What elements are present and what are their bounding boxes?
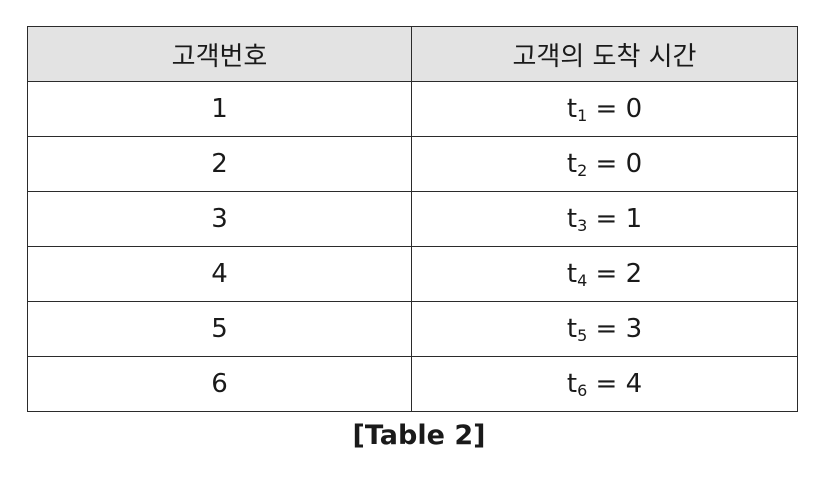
time-subscript: 4 [577,271,588,290]
time-value: 0 [625,94,643,124]
header-row: 고객번호 고객의 도착 시간 [27,26,798,82]
table-row: 3 t3 = 1 [27,191,798,247]
time-variable: t [566,369,578,399]
arrival-time-cell: t4 = 2 [411,246,798,302]
arrival-time-cell: t6 = 4 [411,356,798,412]
time-value: 4 [625,369,643,399]
table-caption: [Table 2] [352,420,486,451]
customer-number-cell: 2 [27,136,412,192]
arrival-time-cell: t1 = 0 [411,81,798,137]
time-value: 3 [625,314,643,344]
equals-sign: = [587,204,626,234]
time-variable: t [566,314,578,344]
customer-number-cell: 5 [27,301,412,357]
table-row: 4 t4 = 2 [27,246,798,302]
table-row: 5 t5 = 3 [27,301,798,357]
arrival-time-table: 고객번호 고객의 도착 시간 1 t1 = 0 2 t2 = 0 3 t3 = … [27,26,798,412]
equals-sign: = [587,149,626,179]
time-value: 1 [625,204,643,234]
time-variable: t [566,94,578,124]
customer-number-cell: 4 [27,246,412,302]
time-variable: t [566,204,578,234]
customer-number-cell: 6 [27,356,412,412]
header-arrival-time: 고객의 도착 시간 [411,26,798,82]
time-variable: t [566,259,578,289]
arrival-time-cell: t3 = 1 [411,191,798,247]
table-row: 2 t2 = 0 [27,136,798,192]
table-row: 6 t6 = 4 [27,356,798,412]
header-customer-number: 고객번호 [27,26,412,82]
equals-sign: = [587,369,626,399]
time-subscript: 1 [577,106,588,125]
table-body: 1 t1 = 0 2 t2 = 0 3 t3 = 1 4 t4 = 2 5 t5… [27,81,798,412]
equals-sign: = [587,259,626,289]
table-header: 고객번호 고객의 도착 시간 [27,26,798,82]
table-row: 1 t1 = 0 [27,81,798,137]
equals-sign: = [587,94,626,124]
arrival-time-table-container: 고객번호 고객의 도착 시간 1 t1 = 0 2 t2 = 0 3 t3 = … [27,26,798,412]
time-variable: t [566,149,578,179]
arrival-time-cell: t2 = 0 [411,136,798,192]
time-subscript: 3 [577,216,588,235]
arrival-time-cell: t5 = 3 [411,301,798,357]
customer-number-cell: 3 [27,191,412,247]
time-value: 2 [625,259,643,289]
time-subscript: 5 [577,326,588,345]
time-value: 0 [625,149,643,179]
time-subscript: 2 [577,161,588,180]
time-subscript: 6 [577,381,588,400]
equals-sign: = [587,314,626,344]
customer-number-cell: 1 [27,81,412,137]
